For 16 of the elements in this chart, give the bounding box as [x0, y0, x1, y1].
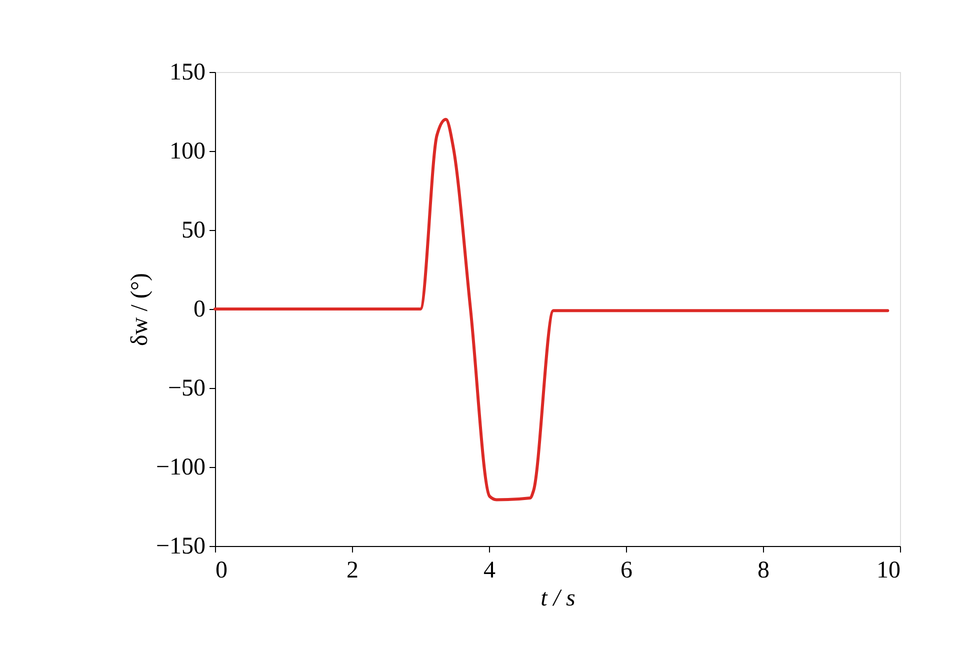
x-tick-label: 0 — [216, 558, 228, 584]
y-tick-label: 100 — [170, 138, 206, 164]
x-axis-title: t / s — [540, 586, 576, 612]
x-tick-label: 2 — [346, 558, 358, 584]
y-tick-label: −50 — [168, 376, 206, 402]
y-axis-title: δw / (°) — [126, 273, 153, 346]
line-series — [214, 118, 890, 502]
y-tick-label: −150 — [156, 534, 206, 560]
x-tick-label: 10 — [876, 558, 900, 584]
y-tick-label: 50 — [182, 218, 206, 244]
y-tick-label: −100 — [156, 454, 206, 480]
x-tick-label: 8 — [758, 558, 770, 584]
y-tick-label: 0 — [194, 296, 206, 322]
x-tick-label: 6 — [620, 558, 632, 584]
y-tick-label: 150 — [170, 60, 206, 86]
x-tick-label: 4 — [484, 558, 496, 584]
